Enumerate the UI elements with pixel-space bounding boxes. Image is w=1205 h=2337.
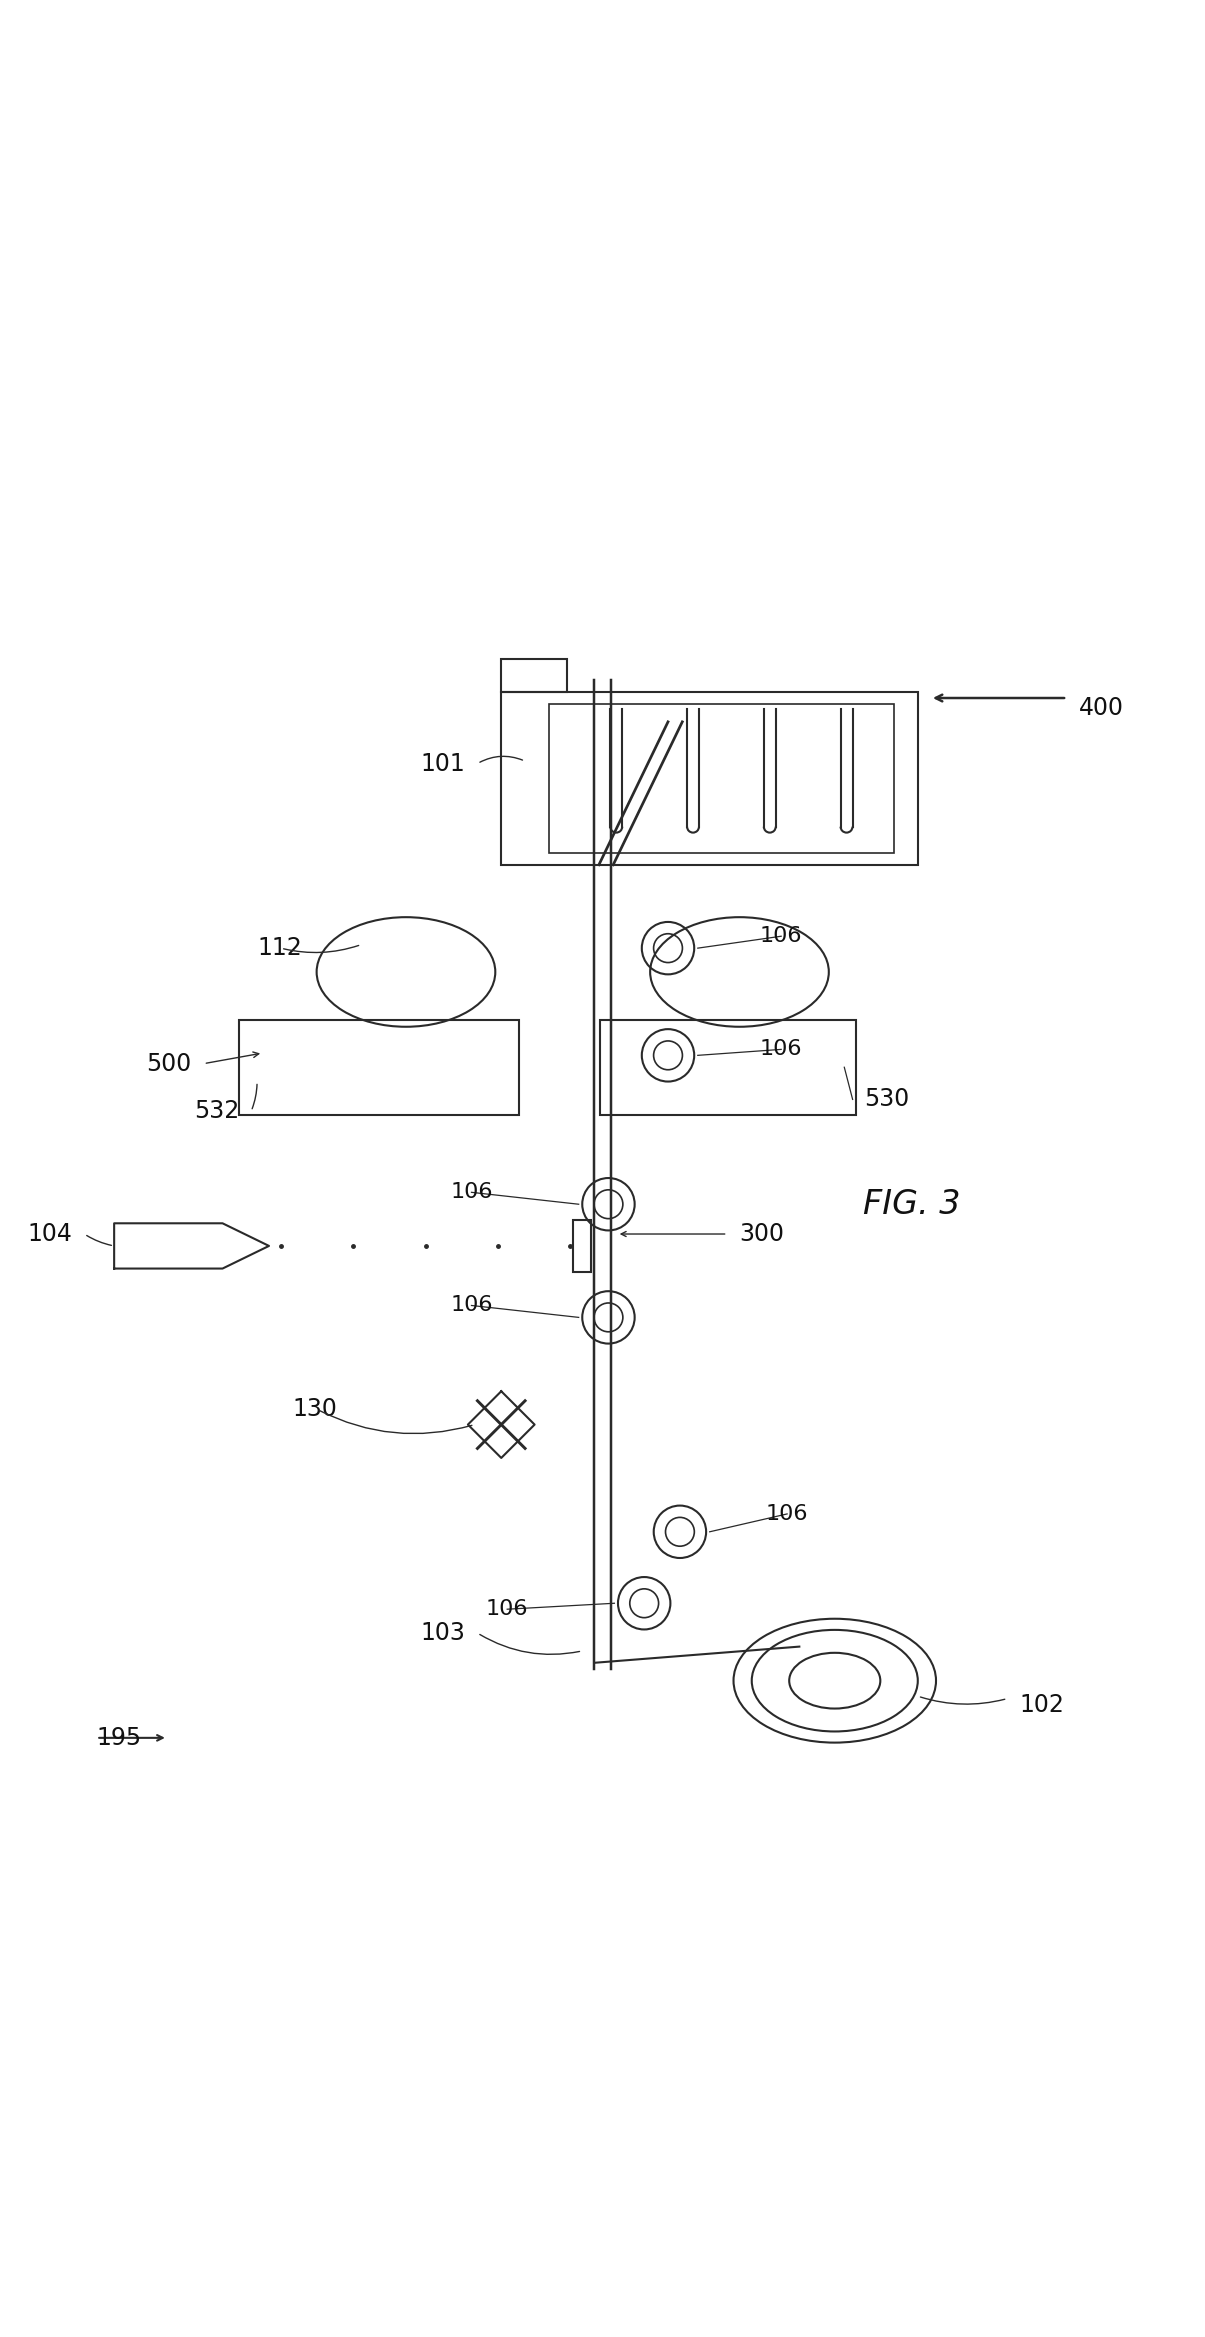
Text: 300: 300 bbox=[740, 1222, 784, 1246]
Text: 101: 101 bbox=[421, 753, 465, 776]
Bar bbox=[501, 659, 566, 692]
Text: 102: 102 bbox=[1019, 1692, 1064, 1715]
Bar bbox=[572, 1220, 590, 1271]
Text: 130: 130 bbox=[293, 1398, 337, 1421]
Bar bbox=[549, 703, 894, 853]
Bar bbox=[501, 692, 918, 865]
Text: 106: 106 bbox=[451, 1295, 493, 1316]
Text: 106: 106 bbox=[486, 1599, 529, 1620]
Text: 106: 106 bbox=[451, 1183, 493, 1201]
Text: 500: 500 bbox=[146, 1052, 192, 1075]
Text: 532: 532 bbox=[194, 1098, 240, 1124]
Text: 112: 112 bbox=[257, 937, 301, 961]
Bar bbox=[240, 1019, 519, 1115]
Text: 106: 106 bbox=[760, 925, 803, 946]
Text: 106: 106 bbox=[760, 1040, 803, 1059]
Text: 104: 104 bbox=[28, 1222, 72, 1246]
Text: 400: 400 bbox=[1078, 696, 1124, 720]
Bar bbox=[600, 1019, 857, 1115]
Text: 103: 103 bbox=[421, 1622, 465, 1645]
Text: 195: 195 bbox=[96, 1725, 141, 1750]
Text: 530: 530 bbox=[864, 1087, 910, 1112]
Text: FIG. 3: FIG. 3 bbox=[864, 1187, 960, 1220]
Text: 106: 106 bbox=[766, 1505, 809, 1524]
